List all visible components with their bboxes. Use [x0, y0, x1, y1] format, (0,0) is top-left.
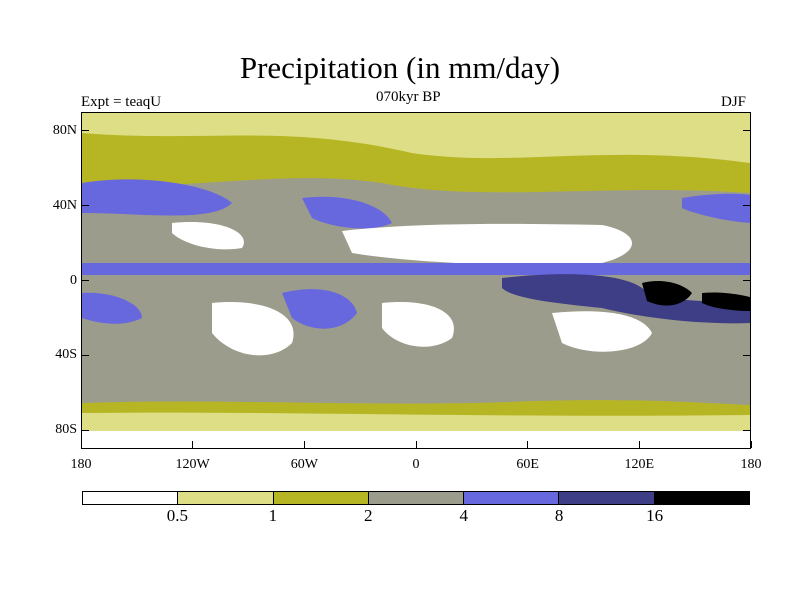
- colorbar-level-label: 1: [268, 506, 278, 525]
- x-tick: [750, 441, 752, 448]
- colorbar-segment: [273, 492, 369, 504]
- x-tick-label: 180: [70, 457, 92, 472]
- x-tick: [192, 441, 194, 448]
- chart-title: Precipitation (in mm/day): [239, 50, 561, 85]
- season-label: DJF: [721, 94, 747, 110]
- x-tick-label: 0: [412, 457, 420, 472]
- x-tick-label: 120E: [624, 457, 655, 472]
- colorbar-level-label: 4: [459, 506, 468, 525]
- colorbar-level-label: 8: [554, 506, 564, 525]
- colorbar-segment: [559, 492, 655, 504]
- colorbar-segment: [178, 492, 274, 504]
- y-tick: [743, 130, 750, 132]
- y-tick-label: 40N: [52, 197, 77, 213]
- colorbar: [82, 491, 750, 505]
- x-tick-label: 180: [740, 457, 762, 472]
- y-tick: [743, 429, 750, 431]
- x-tick-label: 60E: [516, 457, 539, 472]
- y-tick: [743, 280, 750, 281]
- y-tick-label: 80N: [52, 122, 77, 138]
- x-tick: [303, 441, 305, 448]
- x-tick: [80, 441, 82, 448]
- x-tick: [415, 441, 417, 448]
- colorbar-segment: [464, 492, 560, 504]
- y-tick: [82, 354, 89, 356]
- precipitation-map: [81, 112, 751, 449]
- x-tick: [527, 441, 529, 448]
- y-tick: [82, 280, 89, 281]
- colorbar-segment: [654, 492, 749, 504]
- colorbar-level-label: 2: [364, 506, 373, 525]
- colorbar-segment: [83, 492, 179, 504]
- colorbar-level-label: 16: [646, 506, 664, 525]
- x-tick-label: 120W: [175, 457, 210, 472]
- y-tick: [82, 130, 89, 132]
- x-tick-label: 60W: [290, 457, 318, 472]
- y-tick-label: 80S: [55, 422, 77, 438]
- x-tick: [638, 441, 640, 448]
- period-label: 070kyr BP: [376, 89, 441, 105]
- experiment-label: Expt = teaqU: [81, 94, 162, 110]
- y-tick: [743, 205, 750, 207]
- y-tick: [82, 205, 89, 207]
- colorbar-level-label: 0.5: [166, 506, 189, 525]
- y-tick: [743, 354, 750, 356]
- y-tick-label: 40S: [55, 347, 77, 363]
- y-tick: [82, 429, 89, 431]
- y-tick-label: 0: [70, 272, 77, 288]
- colorbar-segment: [368, 492, 465, 504]
